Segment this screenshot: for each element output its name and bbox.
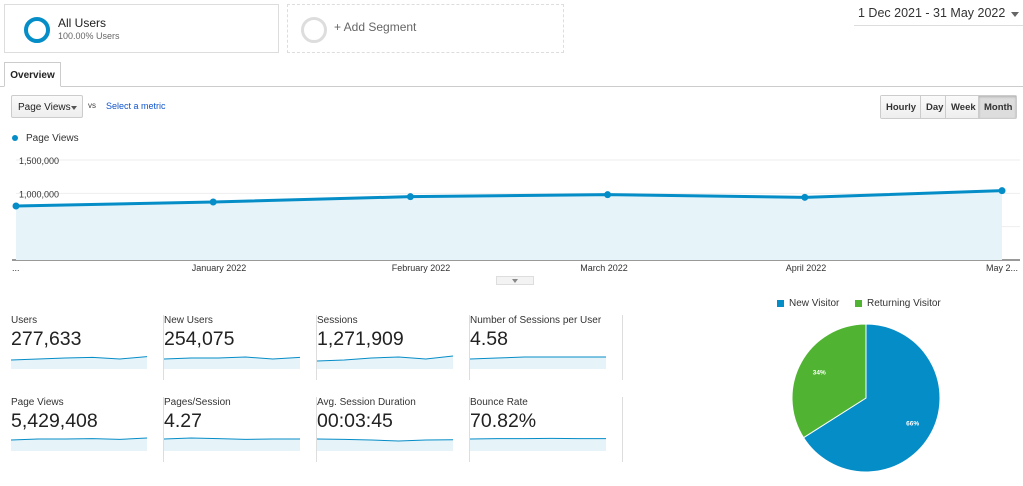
pie-slice[interactable]: [802, 323, 941, 473]
legend-label: Page Views: [26, 133, 79, 144]
chevron-down-icon: [1011, 12, 1019, 17]
data-point[interactable]: [604, 191, 612, 199]
x-tick-label: March 2022: [580, 263, 628, 273]
vs-label: vs: [88, 101, 96, 110]
week-button[interactable]: Week: [946, 96, 979, 118]
metric-dropdown[interactable]: Page Views: [11, 95, 83, 118]
pie-legend-label: New Visitor: [789, 298, 840, 309]
data-point[interactable]: [998, 187, 1006, 195]
pie-slice-label: 66%: [906, 421, 919, 428]
collapse-chart-handle[interactable]: [496, 276, 534, 285]
segment-all-users[interactable]: All Users 100.00% Users: [4, 4, 279, 53]
day-button[interactable]: Day: [921, 96, 946, 118]
segment-title: All Users: [58, 16, 107, 30]
metric-label: Number of Sessions per User: [470, 315, 602, 326]
legend-swatch: [777, 300, 784, 307]
chevron-down-icon: [71, 106, 77, 110]
chevron-down-icon: [512, 279, 518, 283]
legend-swatch: [12, 135, 18, 141]
series-line: [15, 189, 1003, 208]
segment-ring-icon: [24, 17, 50, 43]
metric-label: Avg. Session Duration: [317, 397, 416, 408]
y-tick-label: 1,500,000: [19, 156, 59, 166]
metric-tile[interactable]: Page Views 5,429,408: [11, 397, 164, 462]
metric-tile[interactable]: Sessions 1,271,909: [317, 315, 470, 380]
metric-value: 00:03:45: [317, 410, 393, 432]
metric-tile[interactable]: Bounce Rate 70.82%: [470, 397, 623, 462]
pie-slice-label: 34%: [813, 369, 826, 376]
metric-sparkline: [11, 437, 147, 451]
metric-tile[interactable]: Number of Sessions per User 4.58: [470, 315, 623, 380]
segment-subtitle: 100.00% Users: [58, 31, 120, 41]
metric-tile[interactable]: New Users 254,075: [164, 315, 317, 380]
x-tick-label: May 2...: [986, 263, 1018, 273]
metric-label: New Users: [164, 315, 213, 326]
metric-tile[interactable]: Avg. Session Duration 00:03:45: [317, 397, 470, 462]
metric-sparkline: [317, 438, 453, 451]
metric-label: Pages/Session: [164, 397, 231, 408]
metric-value: 70.82%: [470, 410, 537, 432]
select-metric-link[interactable]: Select a metric: [106, 101, 166, 111]
pie-slice[interactable]: [791, 323, 867, 439]
pie-legend-label: Returning Visitor: [867, 298, 941, 309]
metric-value: 277,633: [11, 328, 82, 350]
visitor-pie-chart: 66% 34%: [791, 323, 941, 473]
x-tick-label: April 2022: [786, 263, 827, 273]
data-point[interactable]: [209, 198, 217, 206]
metric-label: Bounce Rate: [470, 397, 528, 408]
metric-sparkline: [164, 437, 300, 451]
data-point[interactable]: [406, 193, 414, 201]
metric-label: Page Views: [11, 397, 64, 408]
tab-bar-divider: [0, 86, 1023, 87]
empty-ring-icon: [301, 17, 327, 43]
hourly-button[interactable]: Hourly: [881, 96, 921, 118]
metric-sparkline: [317, 355, 453, 369]
metric-label: Sessions: [317, 315, 358, 326]
metric-value: 1,271,909: [317, 328, 404, 350]
add-segment-button[interactable]: + Add Segment: [287, 4, 564, 53]
x-tick-label: ...: [12, 263, 20, 273]
x-tick-label: January 2022: [192, 263, 247, 273]
series-area: [16, 190, 1002, 260]
y-tick-label: 1,000,000: [19, 189, 59, 199]
add-segment-label: + Add Segment: [334, 20, 417, 34]
legend-swatch: [855, 300, 862, 307]
pie-legend-returning-visitor[interactable]: Returning Visitor: [855, 298, 941, 309]
metric-sparkline: [470, 356, 606, 369]
data-point[interactable]: [801, 193, 809, 201]
metric-value: 254,075: [164, 328, 235, 350]
metric-sparkline: [11, 356, 147, 369]
metric-label: Users: [11, 315, 38, 326]
pie-legend-new-visitor[interactable]: New Visitor: [777, 298, 839, 309]
granularity-toggle: Hourly Day Week Month: [880, 95, 1017, 119]
metric-sparkline: [164, 356, 300, 369]
tab-overview[interactable]: Overview: [4, 62, 61, 87]
metric-tile[interactable]: Users 277,633: [11, 315, 164, 380]
metric-dropdown-value: Page Views: [18, 102, 71, 113]
metric-tile[interactable]: Pages/Session 4.27: [164, 397, 317, 462]
metric-value: 4.27: [164, 410, 202, 432]
metric-sparkline: [470, 437, 606, 451]
date-range-label: 1 Dec 2021 - 31 May 2022: [858, 6, 1006, 20]
data-point[interactable]: [12, 202, 20, 210]
month-button[interactable]: Month: [979, 96, 1016, 118]
date-range-picker[interactable]: 1 Dec 2021 - 31 May 2022: [854, 4, 1023, 26]
metric-value: 4.58: [470, 328, 508, 350]
metric-value: 5,429,408: [11, 410, 98, 432]
x-tick-label: February 2022: [392, 263, 451, 273]
